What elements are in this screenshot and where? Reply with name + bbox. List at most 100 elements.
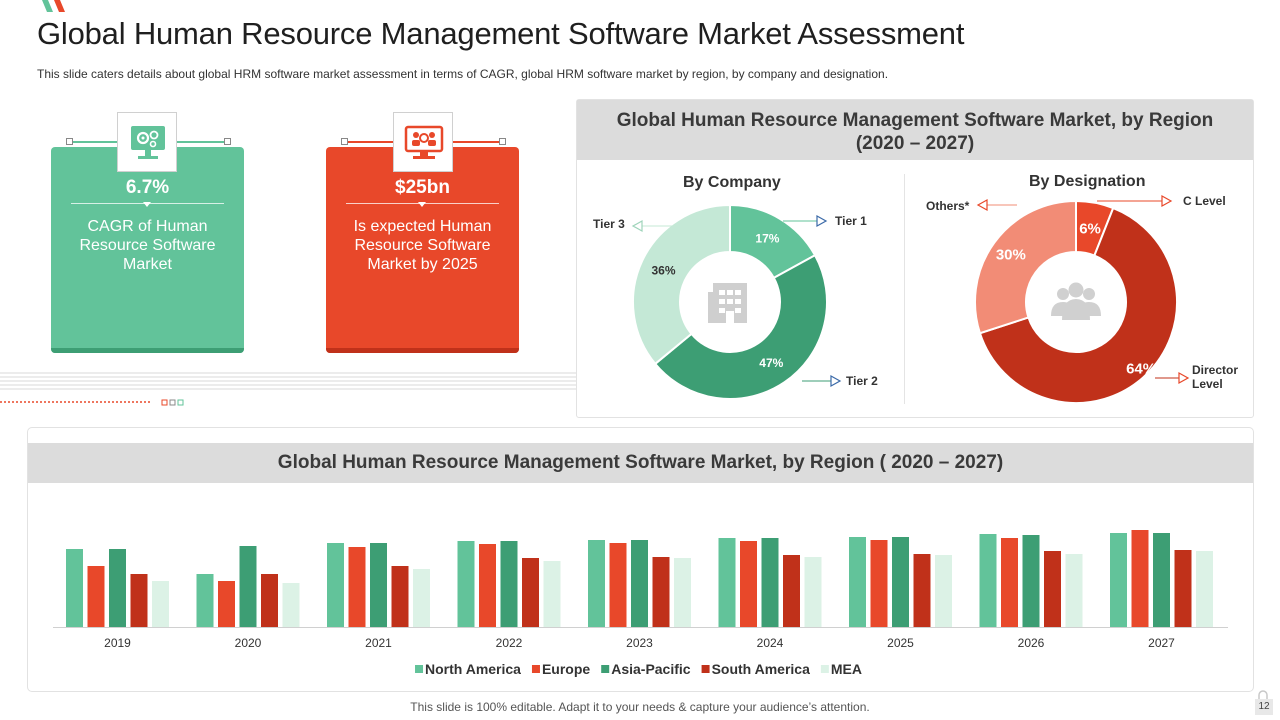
bar xyxy=(282,583,300,627)
slice-category-label: Tier 3 xyxy=(593,217,625,231)
bar xyxy=(913,554,931,627)
stat-card-market-size: $25bn Is expected Human Resource Softwar… xyxy=(326,147,519,353)
callout-arrow-icon xyxy=(631,219,643,233)
pie-slice xyxy=(974,199,1077,335)
x-tick-label: 2027 xyxy=(1148,636,1175,650)
person-head xyxy=(1057,288,1069,300)
decorative-lines xyxy=(0,372,576,406)
building-door xyxy=(726,311,734,323)
pie-company-title: By Company xyxy=(683,174,781,191)
bar xyxy=(631,540,648,627)
bar xyxy=(1065,554,1083,627)
legend-swatch xyxy=(415,665,424,673)
building-window xyxy=(735,308,741,313)
bar xyxy=(66,549,83,627)
people-group-icon xyxy=(1051,282,1101,320)
bar xyxy=(1131,530,1149,627)
bar xyxy=(740,541,757,627)
slice-category-label: C Level xyxy=(1183,194,1226,208)
pie-slice xyxy=(653,253,828,400)
corner-accent-stripes xyxy=(42,0,65,12)
bar xyxy=(196,574,214,627)
pie-designation-title: By Designation xyxy=(1029,173,1146,190)
building-window xyxy=(719,290,725,295)
bar xyxy=(1001,538,1018,627)
slice-category-label: Level xyxy=(1192,377,1223,391)
bar xyxy=(391,566,409,627)
bar xyxy=(327,543,344,627)
callout-arrow-icon xyxy=(830,374,842,388)
x-tick-label: 2023 xyxy=(626,636,653,650)
legend-label: North America xyxy=(425,661,521,677)
slice-value-label: 47% xyxy=(759,356,783,370)
bar xyxy=(370,543,387,627)
callout-arrow-icon xyxy=(816,214,828,228)
bar xyxy=(1153,533,1170,627)
bar xyxy=(500,541,518,627)
bar xyxy=(761,538,779,627)
bar xyxy=(804,557,822,627)
bar xyxy=(849,537,866,627)
slice-value-label: 17% xyxy=(755,232,779,246)
bar xyxy=(674,558,691,627)
slice-value-label: 36% xyxy=(651,264,675,278)
page-number: 12 xyxy=(1255,699,1273,715)
pie-panel-title-line2: (2020 – 2027) xyxy=(855,133,975,154)
bar xyxy=(479,544,496,627)
card-hook-square xyxy=(499,138,506,145)
bar xyxy=(1110,533,1127,627)
bar xyxy=(130,574,148,627)
building-window xyxy=(735,299,741,304)
x-tick-label: 2019 xyxy=(104,636,131,650)
stat-description: CAGR of Human Resource Software Market xyxy=(79,218,216,273)
pie-charts-panel: Global Human Resource Management Softwar… xyxy=(576,99,1254,418)
callout-arrow-icon xyxy=(976,198,988,212)
slice-category-label: Tier 2 xyxy=(846,374,878,388)
callout-arrow-icon xyxy=(1178,371,1190,385)
stat-icon-box xyxy=(117,112,177,172)
building-window xyxy=(727,299,733,304)
building-window xyxy=(719,308,725,313)
card-bottom-strip xyxy=(326,348,519,353)
legend-label: South America xyxy=(712,661,810,677)
bar-chart-svg: 2019 2020 2021 2022 2023 2024 2025 2026 2027 Nort… xyxy=(53,530,1228,677)
building-window xyxy=(735,290,741,295)
footer-text: This slide is 100% editable. Adapt it to… xyxy=(410,700,870,714)
bar xyxy=(1044,551,1061,627)
slice-category-label: Tier 1 xyxy=(835,214,867,228)
pie-panel-title-line1: Global Human Resource Management Softwar… xyxy=(616,110,1214,131)
building-wing xyxy=(708,292,714,323)
x-tick-label: 2022 xyxy=(496,636,523,650)
bar xyxy=(718,538,736,627)
card-hook-square xyxy=(341,138,348,145)
x-tick-label: 2025 xyxy=(887,636,914,650)
stat-description: Is expected Human Resource Software Mark… xyxy=(353,218,492,273)
bar xyxy=(609,543,627,627)
legend-label: Asia-Pacific xyxy=(611,661,691,677)
bar xyxy=(218,581,235,627)
lock-icon xyxy=(1258,690,1268,700)
page-title: Global Human Resource Management Softwar… xyxy=(37,16,965,51)
pie-separator xyxy=(904,174,905,404)
legend-label: Europe xyxy=(542,661,590,677)
card-hook-square xyxy=(224,138,231,145)
stat-icon-box xyxy=(393,112,453,172)
bar xyxy=(935,555,952,627)
bar-chart-panel: Global Human Resource Management Softwar… xyxy=(27,427,1254,692)
pie-panel-header: Global Human Resource Management Softwar… xyxy=(577,100,1253,160)
stat-notch xyxy=(143,202,151,207)
x-tick-label: 2020 xyxy=(235,636,262,650)
legend-swatch xyxy=(701,665,710,673)
bar xyxy=(261,574,278,627)
bar xyxy=(588,540,605,627)
x-tick-label: 2026 xyxy=(1018,636,1045,650)
building-window xyxy=(719,299,725,304)
bar xyxy=(1174,550,1192,627)
pie-slice xyxy=(632,203,731,366)
slice-value-label: 30% xyxy=(996,247,1026,264)
bar xyxy=(652,557,670,627)
bar xyxy=(239,546,257,627)
slice-category-label: Others* xyxy=(926,199,970,213)
bar xyxy=(892,537,909,627)
bar xyxy=(543,561,561,627)
